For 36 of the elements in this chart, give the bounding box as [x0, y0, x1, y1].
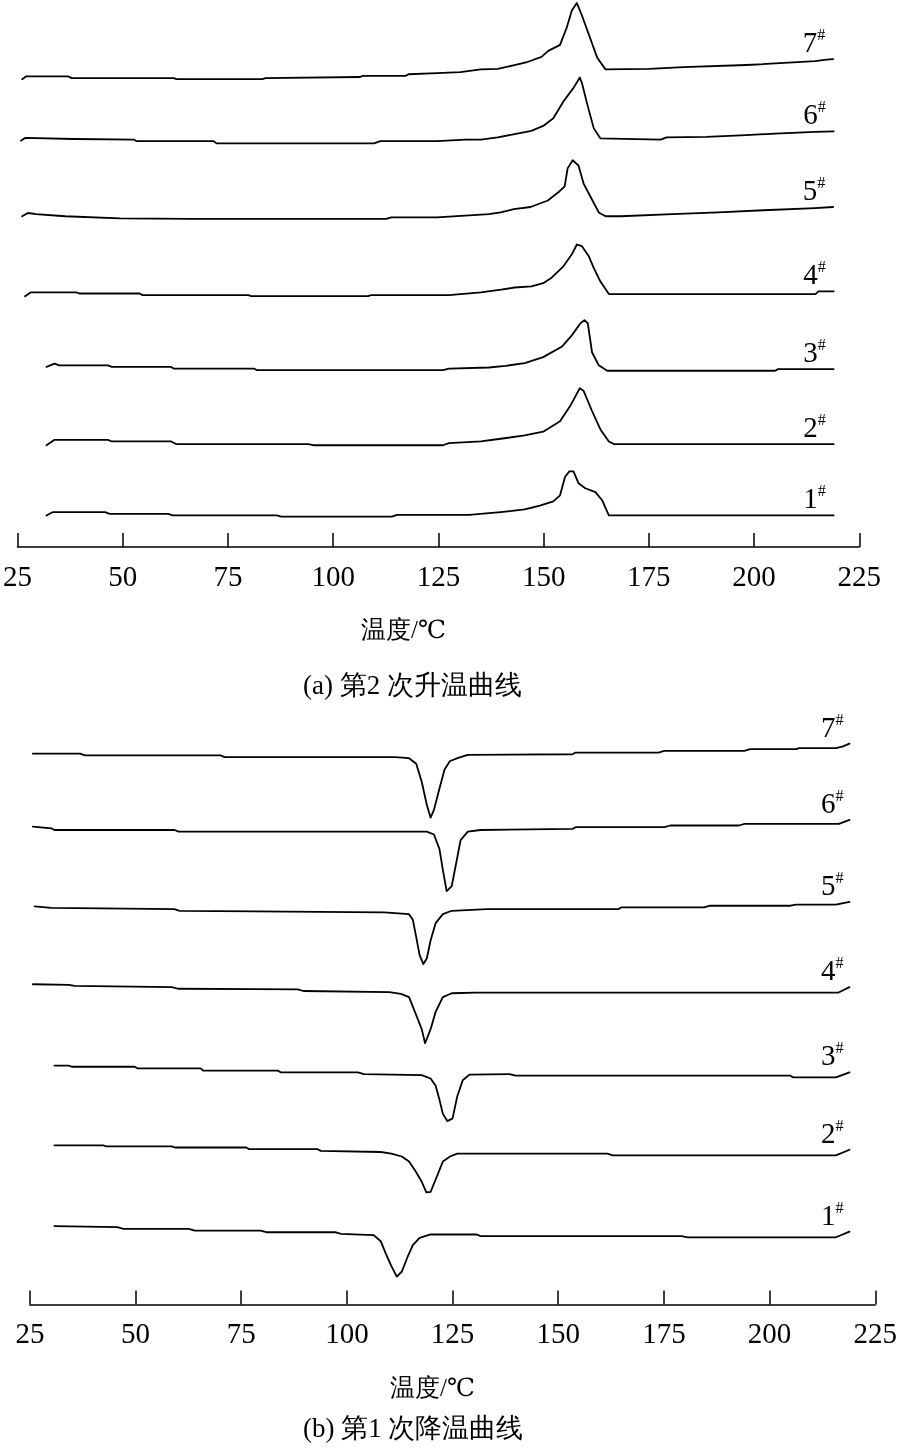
- series-label: 5$^{#}$: [820, 868, 844, 901]
- series-label: 5$^{#}$: [802, 174, 826, 206]
- x-tick-label: 25: [15, 1317, 45, 1350]
- x-tick-label: 225: [853, 1317, 897, 1350]
- x-tick-label: 75: [213, 559, 243, 592]
- text: (a) 第2 次升温曲线: [303, 669, 522, 700]
- text: (b) 第1 次降温曲线: [303, 1412, 524, 1443]
- series-label: 4$^{#}$: [803, 258, 826, 291]
- x-axis-title: 温度/℃: [390, 1373, 476, 1401]
- series-label: 1$^{#}$: [803, 482, 826, 515]
- series-label: 7$^{#}$: [802, 26, 826, 59]
- x-tick-label: 200: [732, 559, 776, 592]
- x-tick-label: 175: [642, 1317, 686, 1350]
- x-tick-label: 225: [837, 559, 882, 592]
- series-label: 6$^{#}$: [820, 786, 844, 819]
- x-tick-label: 25: [3, 559, 32, 592]
- x-tick-label: 100: [325, 1317, 369, 1350]
- series-label: 3$^{#}$: [803, 336, 826, 369]
- series-label: 1$^{#}$: [820, 1198, 844, 1231]
- x-tick-label: 50: [121, 1317, 151, 1350]
- x-tick-label: 125: [416, 559, 461, 592]
- series-label: 2$^{#}$: [803, 411, 826, 444]
- series-label: 4$^{#}$: [820, 954, 844, 987]
- x-axis-title: 温度/℃: [360, 616, 446, 643]
- x-tick-label: 150: [536, 1317, 580, 1350]
- series-label: 3$^{#}$: [820, 1039, 844, 1072]
- x-tick-label: 75: [226, 1317, 256, 1350]
- x-tick-label: 125: [430, 1317, 475, 1350]
- x-tick-label: 175: [627, 559, 671, 592]
- series-label: 6$^{#}$: [803, 98, 826, 131]
- x-tick-label: 150: [521, 559, 566, 592]
- series-label: 2$^{#}$: [820, 1116, 844, 1149]
- x-tick-label: 200: [747, 1317, 792, 1350]
- x-tick-label: 100: [311, 559, 355, 592]
- series-label: 7$^{#}$: [820, 710, 844, 743]
- x-tick-label: 50: [108, 559, 138, 592]
